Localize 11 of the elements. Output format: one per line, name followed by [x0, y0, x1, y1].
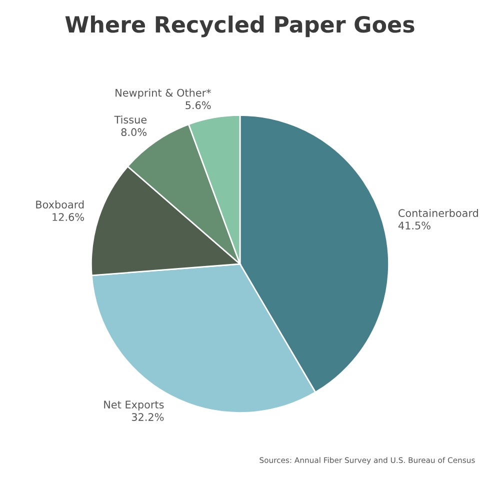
data-label: 41.5% [398, 222, 430, 230]
chart-title: Where Recycled Paper Goes [65, 16, 414, 38]
data-label: 8.0% [121, 128, 146, 136]
slice-label: Tissue [114, 116, 147, 124]
data-label: 32.2% [132, 413, 164, 421]
slice-label: Boxboard [36, 200, 84, 208]
data-label: 12.6% [52, 213, 84, 221]
slice-label: Newprint & Other* [116, 88, 212, 99]
slice-label: Containerboard [398, 208, 478, 218]
slice-label: Net Exports [104, 400, 164, 411]
data-label: 5.6% [186, 101, 211, 110]
